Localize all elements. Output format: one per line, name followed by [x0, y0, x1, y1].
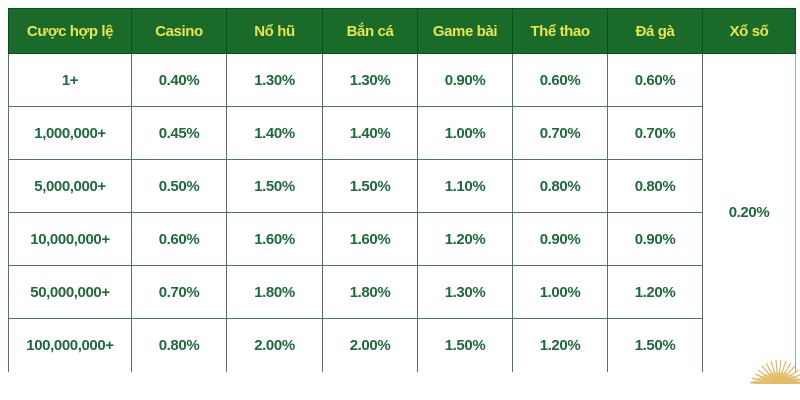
tier-cell: 100,000,000+ [8, 318, 132, 372]
rate-cell: 1.30% [226, 53, 323, 107]
rate-cell: 1.50% [417, 318, 513, 372]
rate-cell: 1.80% [226, 265, 323, 319]
rate-cell: 0.60% [512, 53, 608, 107]
rate-cell: 1.00% [417, 106, 513, 160]
table-row: 1+ 0.40% 1.30% 1.30% 0.90% 0.60% 0.60% 0.20% [8, 53, 796, 372]
rate-cell: 0.50% [131, 159, 227, 213]
rate-cell: 1.60% [322, 212, 418, 266]
rate-cell: 1.60% [226, 212, 323, 266]
header-cell-lottery: Xổ số [702, 8, 796, 54]
tier-cell: 50,000,000+ [8, 265, 132, 319]
rate-cell: 1.20% [417, 212, 513, 266]
rate-cell: 1.50% [607, 318, 703, 372]
rate-cell: 0.45% [131, 106, 227, 160]
rate-cell: 0.70% [512, 106, 608, 160]
rate-cell: 1.30% [322, 53, 418, 107]
rebate-table: Cược hợp lệ Casino Nổ hũ Bắn cá Game bài… [8, 8, 796, 372]
lottery-merged-cell: 0.20% [702, 53, 796, 372]
rate-cell: 0.90% [512, 212, 608, 266]
rate-cell: 2.00% [226, 318, 323, 372]
rate-cell: 0.90% [607, 212, 703, 266]
header-cell-cockfight: Đá gà [607, 8, 703, 54]
rate-cell: 1.40% [322, 106, 418, 160]
table-row: 100,000,000+ 0.80% 2.00% 2.00% 1.50% 1.20% 1.5… [8, 318, 796, 372]
header-cell-fishing: Bắn cá [322, 8, 418, 54]
tier-cell: 10,000,000+ [8, 212, 132, 266]
tier-cell: 1,000,000+ [8, 106, 132, 160]
table-row: 50,000,000+ 0.70% 1.80% 1.80% 1.30% 1.00% 1.20… [8, 265, 796, 319]
rate-cell: 1.40% [226, 106, 323, 160]
rate-cell: 1.00% [512, 265, 608, 319]
rate-cell: 1.50% [226, 159, 323, 213]
rate-cell: 1.80% [322, 265, 418, 319]
rate-cell: 0.80% [131, 318, 227, 372]
table-row: 10,000,000+ 0.60% 1.60% 1.60% 1.20% 0.90% 0.90… [8, 212, 796, 266]
rate-cell: 1.20% [512, 318, 608, 372]
rate-cell: 1.10% [417, 159, 513, 213]
table-body: 1+ 0.40% 1.30% 1.30% 0.90% 0.60% 0.60% 0.20% 1,0… [8, 53, 796, 372]
header-cell-cards: Game bài [417, 8, 513, 54]
rate-cell: 2.00% [322, 318, 418, 372]
tier-cell: 1+ [8, 53, 132, 107]
rate-cell: 0.60% [131, 212, 227, 266]
tier-cell: 5,000,000+ [8, 159, 132, 213]
rate-cell: 1.50% [322, 159, 418, 213]
table-row: 1,000,000+ 0.45% 1.40% 1.40% 1.00% 0.70% 0.70% [8, 106, 796, 160]
rate-cell: 0.60% [607, 53, 703, 107]
header-cell-casino: Casino [131, 8, 227, 54]
rate-cell: 0.90% [417, 53, 513, 107]
header-cell-sports: Thể thao [512, 8, 608, 54]
header-cell-valid-bet: Cược hợp lệ [8, 8, 132, 54]
rate-cell: 1.20% [607, 265, 703, 319]
rate-cell: 0.80% [607, 159, 703, 213]
rate-cell: 0.70% [607, 106, 703, 160]
table-row: 5,000,000+ 0.50% 1.50% 1.50% 1.10% 0.80% 0.80% [8, 159, 796, 213]
rate-cell: 0.70% [131, 265, 227, 319]
rate-cell: 0.80% [512, 159, 608, 213]
header-row: Cược hợp lệ Casino Nổ hũ Bắn cá Game bài… [8, 8, 796, 54]
rate-cell: 1.30% [417, 265, 513, 319]
rate-cell: 0.40% [131, 53, 227, 107]
header-cell-slots: Nổ hũ [226, 8, 323, 54]
